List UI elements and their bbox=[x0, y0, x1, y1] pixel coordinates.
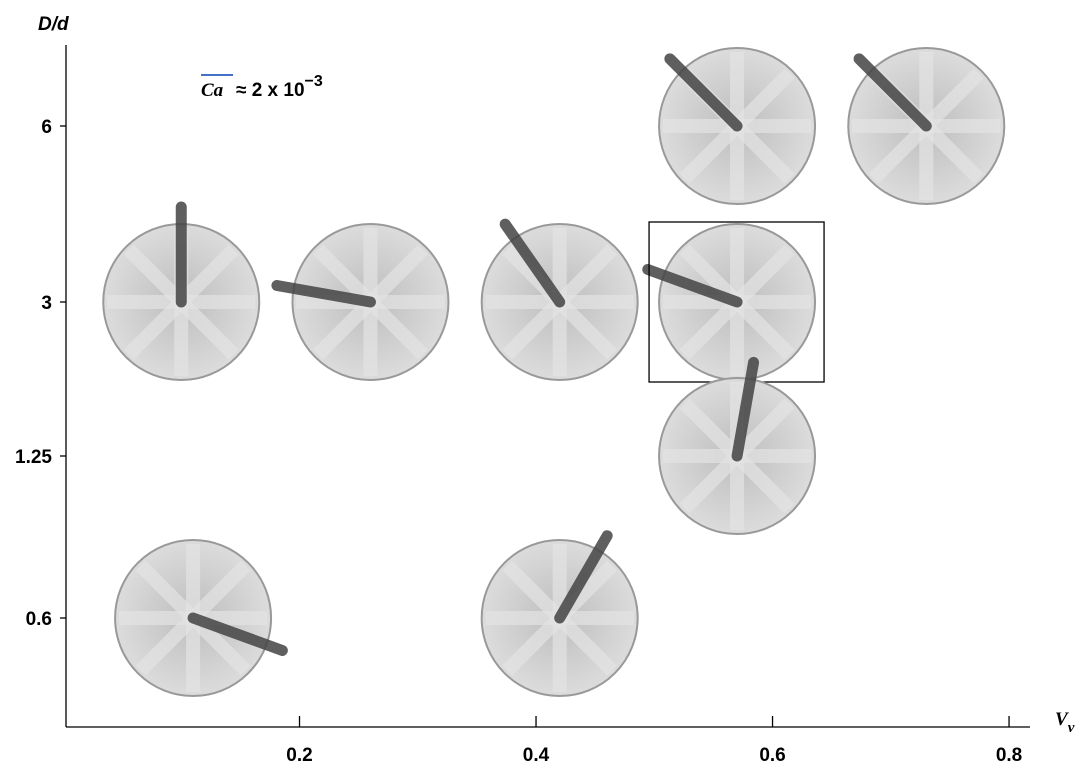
annotation: Ca ≈ 2 x 10−3 bbox=[201, 73, 323, 101]
disc-image bbox=[847, 47, 1006, 205]
spoke bbox=[921, 68, 984, 131]
disc-image bbox=[658, 47, 817, 205]
spoke bbox=[135, 560, 199, 623]
needle bbox=[853, 53, 932, 132]
disc-image bbox=[271, 223, 450, 381]
annotation-exponent: −3 bbox=[305, 73, 323, 90]
disc-image bbox=[642, 221, 825, 383]
y-axis-label: D/d bbox=[38, 14, 69, 35]
spoke bbox=[123, 244, 187, 307]
spoke bbox=[176, 297, 239, 360]
disc-image bbox=[114, 539, 288, 697]
y-tick-label: 3 bbox=[41, 293, 52, 314]
spoke bbox=[313, 244, 376, 307]
spoke bbox=[732, 398, 795, 461]
spoke bbox=[732, 244, 795, 307]
x-axis-label: Vv bbox=[1055, 709, 1075, 736]
annotation-main: ≈ 2 x 10 bbox=[236, 80, 305, 101]
spoke bbox=[679, 451, 743, 514]
spoke bbox=[365, 244, 428, 307]
needle bbox=[664, 53, 743, 132]
spoke bbox=[188, 560, 251, 623]
disc-image bbox=[480, 218, 639, 381]
spoke bbox=[732, 121, 795, 184]
annotation-text: ≈ 2 x 10−3 bbox=[236, 73, 323, 101]
spoke bbox=[502, 297, 565, 360]
spoke bbox=[502, 613, 565, 676]
spoke bbox=[732, 451, 795, 514]
spoke bbox=[679, 398, 743, 461]
spoke bbox=[732, 297, 795, 360]
spoke bbox=[679, 121, 743, 184]
y-tick-label: 0.6 bbox=[26, 609, 52, 630]
spoke bbox=[554, 297, 618, 360]
spoke bbox=[502, 560, 565, 623]
spoke bbox=[135, 613, 199, 676]
disc-image bbox=[480, 530, 639, 697]
spoke bbox=[176, 244, 239, 307]
needle bbox=[554, 530, 613, 624]
y-tick-label: 6 bbox=[41, 117, 52, 138]
spoke bbox=[554, 244, 618, 307]
needle bbox=[187, 612, 288, 656]
x-tick-label: 0.2 bbox=[286, 745, 312, 766]
spoke bbox=[732, 68, 795, 131]
spoke bbox=[365, 297, 428, 360]
needle bbox=[642, 264, 743, 308]
x-tick-label: 0.8 bbox=[996, 745, 1022, 766]
y-tick-label: 1.25 bbox=[15, 447, 52, 468]
spoke bbox=[123, 297, 187, 360]
disc-image bbox=[658, 356, 817, 535]
spoke bbox=[921, 121, 984, 184]
annotation-symbol: Ca bbox=[201, 80, 224, 101]
needle bbox=[731, 356, 760, 462]
spoke bbox=[554, 613, 618, 676]
x-tick-label: 0.6 bbox=[759, 745, 785, 766]
needle bbox=[499, 218, 566, 308]
needle bbox=[271, 280, 376, 308]
x-tick-label: 0.4 bbox=[523, 745, 550, 766]
x-label-main: V bbox=[1055, 709, 1069, 730]
spoke bbox=[679, 297, 743, 360]
x-label-sub: v bbox=[1068, 720, 1075, 736]
spoke bbox=[868, 121, 932, 184]
spoke bbox=[313, 297, 376, 360]
disc-image bbox=[102, 201, 261, 381]
